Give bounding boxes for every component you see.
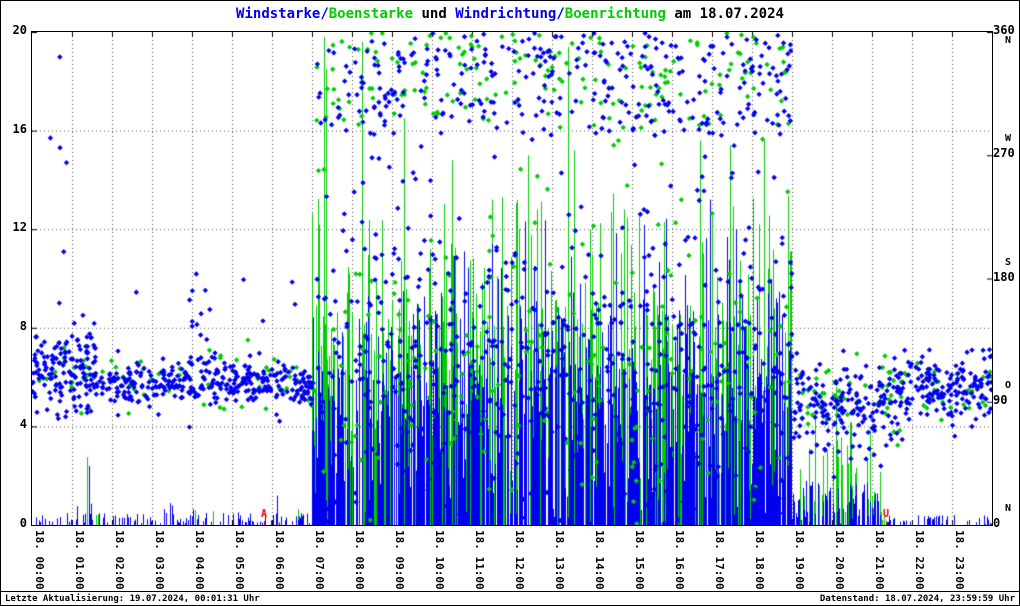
title-part: Windstarke/ [236,6,329,22]
y-left-tick-label: 8 [19,318,27,333]
y-left-tick-label: 0 [19,516,27,530]
x-tick-label: 18. 02:00 [113,530,126,590]
x-tick-label: 18. 22:00 [913,530,926,590]
compass-label: O [1005,379,1012,391]
x-tick-label: 18. 01:00 [73,530,86,590]
title-part: Boenrichtung [564,6,666,22]
compass-label: S [1005,256,1012,268]
y-left-tick-label: 20 [12,23,27,37]
chart-title: Windstarke/Boenstarke und Windrichtung/B… [1,6,1019,22]
x-tick-label: 18. 20:00 [833,530,846,590]
y-right-tick-label: 90 [993,392,1008,407]
last-update-text: Letzte Aktualisierung: 19.07.2024, 00:01… [5,593,260,604]
x-tick-label: 18. 13:00 [553,530,566,590]
y-left-tick-label: 12 [12,220,27,235]
x-tick-label: 18. 09:00 [393,530,406,590]
x-tick-label: 18. 18:00 [753,530,766,590]
compass-label: N [1005,503,1012,514]
y-right-tick-label: 270 [993,146,1015,161]
wind-chart-canvas [31,31,993,526]
x-tick-label: 18. 23:00 [953,530,966,590]
x-tick-label: 18. 04:00 [193,530,206,590]
y-left-tick-label: 16 [12,121,27,136]
x-tick-label: 18. 11:00 [473,530,486,590]
y-right-tick-label: 0 [993,516,1001,530]
title-part: und [413,6,456,22]
x-tick-label: 18. 19:00 [793,530,806,590]
compass-label: N [1005,35,1012,46]
compass-label: W [1005,133,1012,145]
y-left-tick-label: 4 [19,417,27,432]
x-tick-label: 18. 05:00 [233,530,246,590]
title-part: Windrichtung/ [455,6,565,22]
x-tick-label: 18. 07:00 [313,530,326,590]
x-tick-label: 18. 16:00 [673,530,686,590]
x-tick-label: 18. 15:00 [633,530,646,590]
x-tick-label: 18. 10:00 [433,530,446,590]
x-tick-label: 18. 03:00 [153,530,166,590]
x-tick-label: 18. 08:00 [353,530,366,590]
x-tick-label: 18. 21:00 [873,530,886,590]
title-part: Boenstarke [328,6,414,22]
data-timestamp-text: Datenstand: 18.07.2024, 23:59:59 Uhr [819,593,1015,604]
status-bar: Letzte Aktualisierung: 19.07.2024, 00:01… [1,591,1019,605]
y-right-tick-label: 180 [993,269,1015,284]
x-tick-label: 18. 06:00 [273,530,286,590]
x-tick-label: 18. 17:00 [713,530,726,590]
title-part: am 18.07.2024 [665,6,784,22]
x-tick-label: 18. 12:00 [513,530,526,590]
x-tick-label: 18. 14:00 [593,530,606,590]
x-tick-label: 18. 00:00 [33,530,46,590]
y-right-tick-label: 360 [993,23,1015,37]
